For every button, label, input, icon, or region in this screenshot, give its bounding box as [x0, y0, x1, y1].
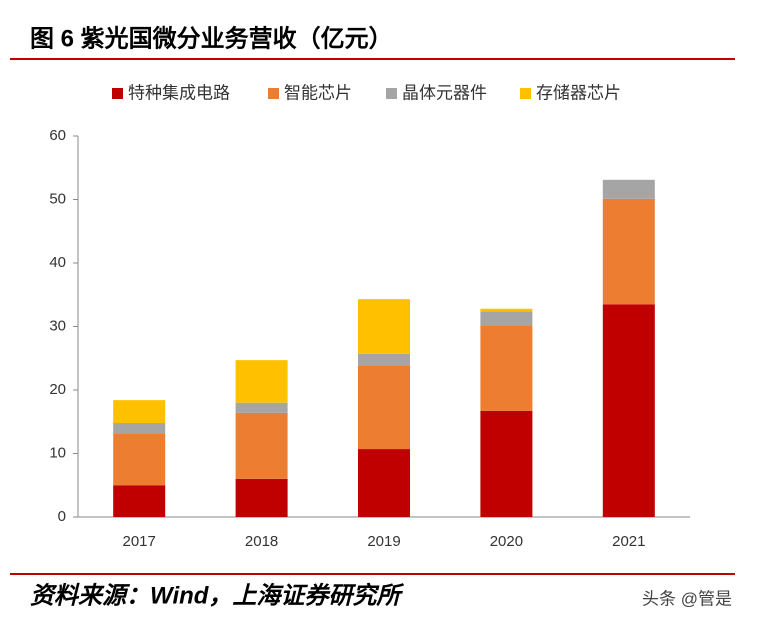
bar-segment	[113, 433, 166, 486]
legend-label: 存储器芯片	[536, 83, 621, 102]
legend-label: 智能芯片	[284, 83, 352, 102]
bar-segment	[235, 402, 288, 413]
bar-segment	[358, 449, 410, 517]
bar-segment	[235, 360, 288, 403]
bar-segment	[358, 365, 410, 450]
x-tick-label: 2017	[123, 533, 156, 550]
bar-segment	[113, 400, 166, 424]
bar-segment	[602, 304, 655, 517]
bar-segment	[602, 198, 655, 305]
x-tick-label: 2021	[612, 533, 645, 550]
y-tick-label: 50	[49, 190, 66, 207]
y-tick-label: 20	[49, 381, 66, 398]
bar-segment	[113, 423, 166, 434]
y-tick-label: 0	[58, 508, 66, 525]
legend-swatch	[268, 88, 279, 99]
bar-segment	[602, 179, 655, 199]
watermark: 头条 @管是	[642, 589, 732, 608]
bar-segment	[480, 325, 533, 411]
bar-segment	[235, 412, 288, 479]
bar-segment	[480, 410, 533, 517]
y-tick-label: 40	[49, 254, 66, 271]
x-tick-label: 2019	[367, 533, 400, 550]
y-tick-label: 10	[49, 444, 66, 461]
bar-segment	[113, 485, 166, 517]
y-tick-label: 60	[49, 127, 66, 144]
bar-segment	[480, 311, 533, 326]
bar-segment	[358, 353, 410, 366]
bar-segment	[358, 299, 410, 354]
x-tick-label: 2018	[245, 533, 278, 550]
legend-label: 晶体元器件	[402, 83, 487, 102]
bar-segment	[235, 478, 288, 517]
legend-swatch	[112, 88, 123, 99]
source: 资料来源：Wind，上海证券研究所	[30, 582, 404, 609]
x-tick-label: 2020	[490, 533, 523, 550]
legend-swatch	[520, 88, 531, 99]
y-tick-label: 30	[49, 317, 66, 334]
bar-segment	[480, 308, 533, 312]
legend-label: 特种集成电路	[128, 83, 230, 102]
legend-swatch	[386, 88, 397, 99]
chart-title: 图 6 紫光国微分业务营收（亿元）	[30, 24, 393, 52]
